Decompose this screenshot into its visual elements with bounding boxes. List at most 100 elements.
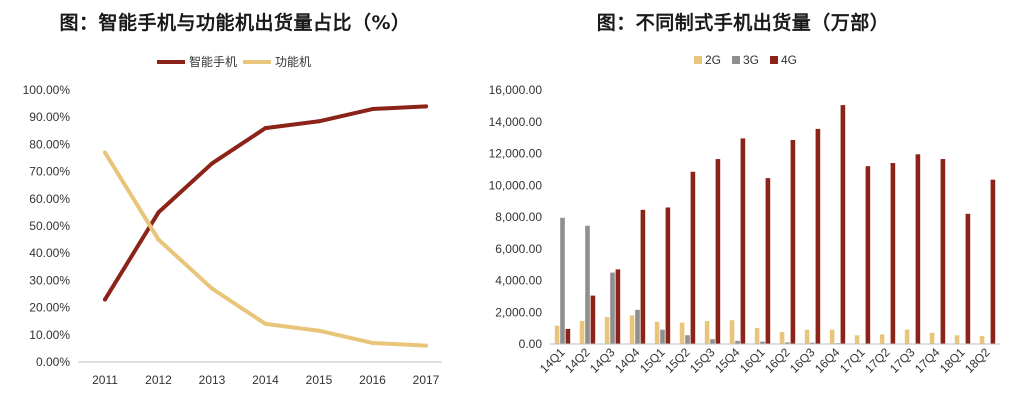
bar-2G <box>804 329 810 344</box>
x-tick-label: 17Q2 <box>862 345 893 376</box>
y-tick-label: 2,000.00 <box>495 305 542 319</box>
x-tick-label: 17Q3 <box>887 345 918 376</box>
x-tick-label: 16Q1 <box>737 345 768 376</box>
bar-2G <box>929 332 935 344</box>
bar-4G <box>865 166 871 344</box>
y-tick-label: 50.00% <box>29 219 70 233</box>
bar-4G <box>915 154 921 344</box>
series-1-point <box>263 126 268 131</box>
legend-swatch <box>694 56 702 64</box>
bar-4G <box>840 105 846 344</box>
bar-4G <box>715 159 721 344</box>
bar-4G <box>815 128 821 344</box>
bar-4G <box>740 138 746 344</box>
x-tick-label: 17Q1 <box>837 345 868 376</box>
series-2-point <box>424 343 428 348</box>
legend-label: 2G <box>705 53 721 67</box>
bar-chart-title: 图：不同制式手机出货量（万部） <box>596 12 890 34</box>
bar-2G <box>854 335 860 344</box>
bar-4G <box>790 140 796 344</box>
bar-3G <box>735 340 740 344</box>
y-tick-label: 80.00% <box>29 137 70 151</box>
x-tick-label: 14Q3 <box>587 345 618 376</box>
y-tick-label: 100.00% <box>23 83 71 97</box>
legend-label: 4G <box>781 53 797 67</box>
x-tick-label: 17Q4 <box>912 345 943 376</box>
x-tick-label: 18Q1 <box>937 345 968 376</box>
x-tick-label: 2011 <box>92 373 118 387</box>
bar-2G <box>629 315 635 344</box>
bar-3G <box>610 272 615 344</box>
x-tick-label: 16Q3 <box>787 345 818 376</box>
bar-2G <box>679 322 685 344</box>
series-line-1 <box>103 104 428 302</box>
y-tick-label: 20.00% <box>29 301 70 315</box>
bar-4G <box>615 269 621 344</box>
bar-3G <box>660 329 665 344</box>
y-tick-label: 16,000.00 <box>489 83 543 97</box>
bar-3G <box>710 339 715 344</box>
x-tick-label: 2012 <box>145 373 172 387</box>
legend-label: 功能机 <box>275 55 311 69</box>
y-tick-label: 8,000.00 <box>495 210 542 224</box>
bar-2G <box>979 336 985 344</box>
y-tick-label: 40.00% <box>29 246 70 260</box>
legend-swatch <box>770 56 778 64</box>
bar-2G <box>779 332 785 344</box>
x-tick-label: 2015 <box>306 373 333 387</box>
bar-2G <box>729 320 735 344</box>
bar-2G <box>904 329 910 344</box>
series-line-2 <box>103 150 428 348</box>
bar-4G <box>965 213 971 344</box>
y-tick-label: 4,000.00 <box>495 274 542 288</box>
bar-2G <box>829 329 835 344</box>
bar-3G <box>635 309 640 344</box>
x-tick-label: 18Q2 <box>962 345 993 376</box>
x-tick-label: 14Q2 <box>562 345 593 376</box>
x-tick-label: 2017 <box>413 373 440 387</box>
series-1-point <box>424 104 428 109</box>
bar-4G <box>890 163 896 344</box>
line-chart: 0.00% 10.00% 20.00% 30.00% 40.00% 50.00% 60.00… <box>23 54 442 387</box>
y-tick-label: 0.00 <box>519 337 543 351</box>
bar-4G <box>590 295 596 344</box>
bar-4G <box>940 159 946 344</box>
series-2-point <box>317 328 321 333</box>
bar-3G <box>785 342 790 344</box>
bar-2G <box>879 334 885 344</box>
bar-chart: 0.00 2,000.00 4,000.00 6,000.00 8,000.00 10,0… <box>489 53 1000 376</box>
series-1-point <box>156 210 161 215</box>
bar-2G <box>654 321 660 344</box>
bar-4G <box>565 328 571 344</box>
series-1-point <box>103 297 107 302</box>
x-tick-label: 2013 <box>199 373 226 387</box>
bar-4G <box>640 209 646 344</box>
x-tick-label: 2016 <box>359 373 386 387</box>
bar-3G <box>560 217 565 344</box>
x-tick-label: 16Q4 <box>812 345 843 376</box>
series-2-point <box>210 286 214 291</box>
bar-chart-panel: 图：不同制式手机出货量（万部） 0.00 2,000.00 4,000.00 6,00… <box>470 0 1016 402</box>
y-tick-label: 6,000.00 <box>495 242 542 256</box>
y-tick-label: 10,000.00 <box>489 178 543 192</box>
bar-4G <box>990 179 996 344</box>
bar-3G <box>685 335 690 344</box>
x-tick-label: 16Q2 <box>762 345 793 376</box>
series-1-point <box>370 107 375 112</box>
x-tick-label: 14Q4 <box>612 345 643 376</box>
y-tick-label: 70.00% <box>29 165 70 179</box>
bar-4G <box>665 207 671 344</box>
bar-4G <box>690 171 696 344</box>
y-tick-label: 60.00% <box>29 192 70 206</box>
series-2-point <box>263 321 268 326</box>
bar-3G <box>810 342 815 344</box>
y-tick-label: 90.00% <box>29 110 70 124</box>
line-chart-panel: 图：智能手机与功能机出货量占比（%） 0.00% 10.00% 20.00% 30.0… <box>0 0 470 402</box>
series-2-point <box>156 237 161 242</box>
x-tick-label: 15Q1 <box>637 345 668 376</box>
y-tick-label: 10.00% <box>29 328 70 342</box>
y-tick-label: 0.00% <box>36 355 70 369</box>
bar-2G <box>704 320 710 344</box>
y-tick-label: 12,000.00 <box>489 147 543 161</box>
bar-3G <box>585 225 590 344</box>
